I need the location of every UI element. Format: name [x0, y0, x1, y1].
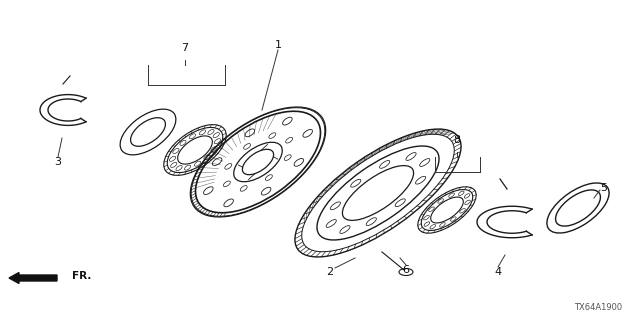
- Text: 7: 7: [181, 43, 189, 53]
- Text: 2: 2: [326, 267, 333, 277]
- Text: 6: 6: [403, 265, 410, 275]
- FancyArrow shape: [9, 273, 57, 284]
- Text: 3: 3: [54, 157, 61, 167]
- Text: 5: 5: [600, 183, 607, 193]
- Text: FR.: FR.: [72, 271, 92, 281]
- Text: TX64A1900: TX64A1900: [574, 303, 622, 312]
- Text: 1: 1: [275, 40, 282, 50]
- Text: 8: 8: [453, 135, 461, 145]
- Text: 4: 4: [495, 267, 502, 277]
